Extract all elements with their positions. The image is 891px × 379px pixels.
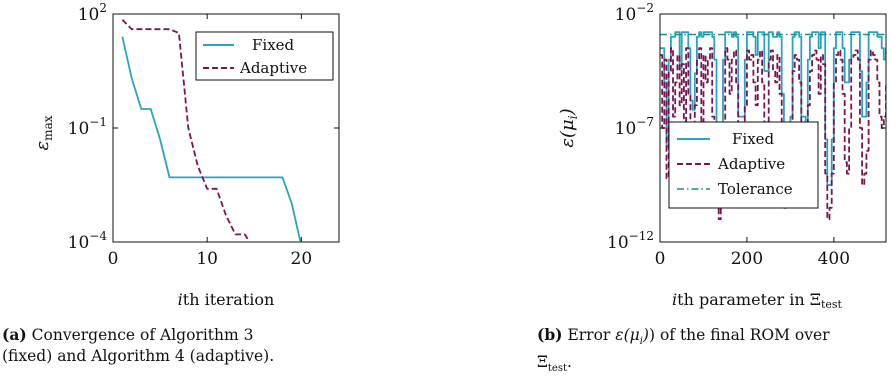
y-tick-label: 10−2	[615, 1, 654, 25]
legend-label-fixed: Fixed	[732, 130, 775, 148]
x-axis-label: ith iteration	[178, 290, 275, 309]
y-tick-label: 10−4	[68, 229, 108, 253]
legend-label-tolerance: Tolerance	[718, 180, 793, 198]
axis-ticks: 0 200 400 10−2 10−7 10−12	[607, 1, 886, 269]
legend: Fixed Adaptive	[195, 31, 334, 81]
x-tick-label: 200	[731, 249, 763, 269]
y-tick-label: 10−7	[615, 115, 654, 139]
legend-label-fixed: Fixed	[252, 36, 295, 54]
legend-label-adaptive: Adaptive	[717, 155, 785, 173]
x-axis-label: ith parameter in Ξtest	[672, 290, 843, 311]
y-tick-label: 102	[78, 1, 107, 25]
caption-a: (a) Convergence of Algorithm 3 (fixed) a…	[2, 324, 332, 367]
y-tick-label: 10−1	[68, 115, 107, 139]
x-tick-label: 20	[291, 249, 313, 269]
legend-label-adaptive: Adaptive	[239, 59, 307, 77]
caption-a-line2: (fixed) and Algorithm 4 (adaptive).	[2, 347, 275, 365]
error-chart: 0 200 400 10−2 10−7 10−12 ε(μi) ith parameter…	[557, 1, 887, 311]
series-lines	[121, 19, 302, 242]
x-tick-label: 400	[818, 249, 850, 269]
y-axis-label: ε(μi)	[557, 108, 580, 147]
legend: Fixed Adaptive Tolerance	[668, 121, 819, 209]
caption-b-line2: Ξtest.	[537, 353, 572, 375]
convergence-chart: 0 10 20 102 10−1 10−4 εmax ith iteration Fixe…	[32, 1, 340, 309]
series-fixed	[121, 36, 302, 242]
x-tick-label: 0	[108, 249, 119, 269]
caption-b-text: Error ε(μi)) of the final ROM over	[567, 326, 830, 348]
x-tick-label: 10	[196, 249, 218, 269]
series-adaptive	[660, 47, 886, 221]
series-lines	[660, 31, 886, 221]
y-axis-label: εmax	[32, 115, 55, 150]
caption-b: (b) Error ε(μi)) of the final ROM over Ξ…	[537, 324, 891, 379]
legend-box	[195, 31, 334, 81]
series-adaptive	[121, 19, 251, 242]
x-tick-label: 0	[655, 249, 666, 269]
caption-a-label: (a)	[2, 325, 27, 344]
legend-box	[668, 121, 819, 209]
caption-a-line1: Convergence of Algorithm 3	[31, 326, 254, 344]
axis-ticks: 0 10 20 102 10−1 10−4	[68, 1, 339, 269]
caption-b-label: (b)	[537, 325, 563, 344]
y-tick-label: 10−12	[607, 229, 654, 253]
